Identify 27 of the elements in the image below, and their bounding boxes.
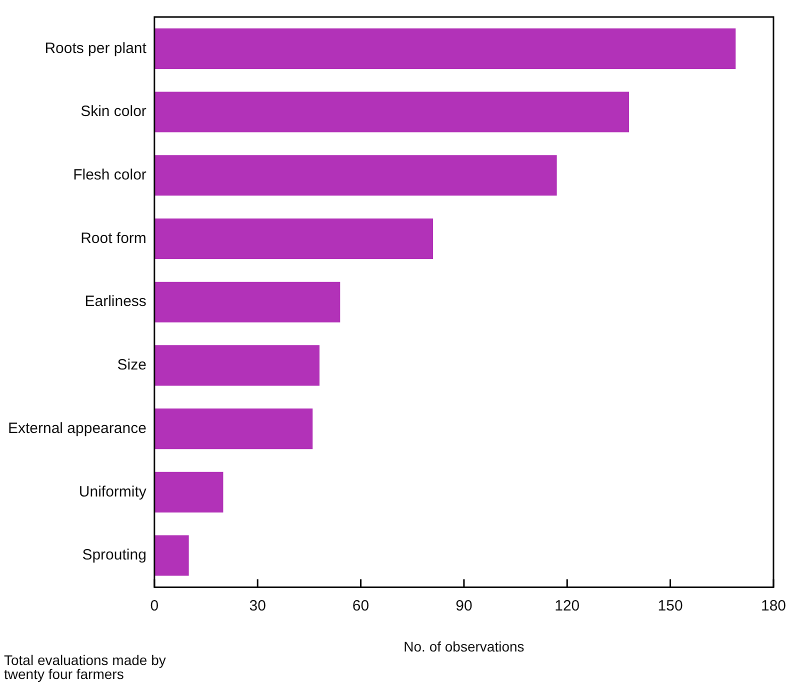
y-tick-label: Uniformity bbox=[78, 483, 147, 500]
x-tick-label: 60 bbox=[352, 597, 370, 614]
bar bbox=[154, 28, 736, 69]
y-tick-label: Roots per plant bbox=[44, 40, 148, 57]
x-tick-label: 180 bbox=[760, 597, 786, 614]
y-tick-label: External appearance bbox=[8, 420, 146, 437]
bar bbox=[154, 218, 434, 260]
bar bbox=[154, 535, 189, 576]
x-axis-title: No. of observations bbox=[404, 638, 524, 654]
bar bbox=[154, 472, 224, 512]
x-tick-label: 120 bbox=[554, 597, 580, 614]
y-tick-label: Earliness bbox=[84, 293, 146, 310]
y-tick-label: Flesh color bbox=[73, 166, 146, 184]
bar bbox=[154, 155, 557, 196]
bar bbox=[154, 92, 630, 132]
x-tick-label: 30 bbox=[249, 597, 266, 614]
y-tick-label: Root form bbox=[80, 230, 146, 247]
bar bbox=[154, 408, 313, 450]
y-tick-label: Skin color bbox=[80, 103, 146, 120]
x-tick-label: 0 bbox=[150, 597, 159, 614]
bar bbox=[154, 345, 320, 386]
y-tick-label: Size bbox=[117, 356, 146, 374]
text: Total evaluations made by twenty four farmers bbox=[4, 652, 167, 682]
x-tick-label: 150 bbox=[658, 597, 683, 614]
bar bbox=[154, 282, 340, 322]
y-tick-label: Sprouting bbox=[82, 546, 146, 564]
x-tick-label: 90 bbox=[456, 597, 472, 614]
